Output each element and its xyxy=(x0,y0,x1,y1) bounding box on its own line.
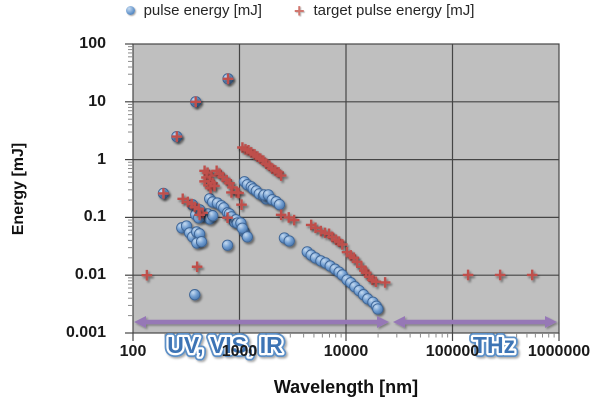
data-point-pulse-energy xyxy=(207,210,219,222)
chart-legend: pulse energy [mJ] + target pulse energy … xyxy=(0,0,600,21)
data-point-target-pulse-energy xyxy=(194,209,205,221)
y-axis-tick-label: 0.01 xyxy=(74,266,106,284)
region-label-uv-vis-ir: UV, VIS, IR UV, VIS, IR UV, VIS, IR xyxy=(163,328,287,362)
data-point-target-pulse-energy xyxy=(222,212,233,223)
data-point-target-pulse-energy xyxy=(462,269,474,281)
data-point-target-pulse-energy xyxy=(359,265,370,276)
data-point-pulse-energy xyxy=(241,231,254,243)
y-axis-tick-label: 100 xyxy=(79,35,106,52)
x-axis-tick-label: 10000 xyxy=(323,343,369,360)
spectrum-arrow-thz xyxy=(393,316,557,328)
data-point-target-pulse-energy xyxy=(275,209,287,221)
data-point-target-pulse-energy xyxy=(141,269,153,281)
data-point-target-pulse-energy xyxy=(370,276,382,288)
y-axis-tick-label: 0.001 xyxy=(65,324,106,341)
data-point-target-pulse-energy xyxy=(236,199,247,210)
svg-text:UV, VIS, IR: UV, VIS, IR xyxy=(167,332,283,358)
data-points xyxy=(141,73,538,315)
svg-text:THz: THz xyxy=(473,332,515,358)
data-point-target-pulse-energy xyxy=(222,73,234,85)
data-point-pulse-energy xyxy=(372,303,384,315)
y-axis-title: Energy [mJ] xyxy=(10,142,27,236)
svg-text:UV, VIS, IR: UV, VIS, IR xyxy=(167,332,283,358)
x-axis-tick-label: 1000000 xyxy=(527,343,591,360)
pulse-energy-circle-marker-icon xyxy=(125,6,135,15)
x-axis-tick-label: 100000 xyxy=(425,343,480,360)
y-axis-tick-label: 1 xyxy=(97,150,106,168)
x-axis-tick-label: 100 xyxy=(119,343,147,360)
legend-label-target-pulse-energy: target pulse energy [mJ] xyxy=(313,2,475,19)
data-point-pulse-energy xyxy=(283,235,295,247)
data-point-pulse-energy xyxy=(236,222,248,234)
data-point-pulse-energy xyxy=(273,199,286,211)
data-point-target-pulse-energy xyxy=(288,214,300,226)
data-point-target-pulse-energy xyxy=(310,222,321,234)
x-axis-tick-label: 1000 xyxy=(221,343,258,360)
legend-item-target-pulse-energy: + target pulse energy [mJ] xyxy=(293,0,475,21)
data-point-pulse-energy xyxy=(189,289,201,301)
y-axis-tick-label: 0.1 xyxy=(83,208,106,226)
data-point-target-pulse-energy xyxy=(190,96,202,108)
data-point-target-pulse-energy xyxy=(209,180,220,192)
data-point-pulse-energy xyxy=(195,236,208,248)
region-label-thz: THz THz THz xyxy=(469,328,519,362)
axis-tick-marks xyxy=(125,43,560,341)
spectrum-arrow-uv-vis-ir xyxy=(134,316,389,328)
data-point-target-pulse-energy xyxy=(158,188,169,199)
data-point-target-pulse-energy xyxy=(336,239,348,250)
x-axis-title: Wavelength [nm] xyxy=(273,377,419,397)
data-point-pulse-energy xyxy=(221,239,234,251)
y-axis-tick-label: 10 xyxy=(88,92,106,110)
data-point-target-pulse-energy xyxy=(526,269,538,281)
legend-label-pulse-energy: pulse energy [mJ] xyxy=(143,2,262,19)
svg-text:THz: THz xyxy=(473,332,515,358)
data-point-target-pulse-energy xyxy=(494,269,506,281)
data-point-target-pulse-energy xyxy=(233,187,244,199)
legend-item-pulse-energy: pulse energy [mJ] xyxy=(125,2,262,19)
data-point-target-pulse-energy xyxy=(283,212,295,223)
data-point-target-pulse-energy xyxy=(275,170,287,181)
target-pulse-energy-plus-marker-icon: + xyxy=(293,0,305,21)
data-point-target-pulse-energy xyxy=(191,261,203,273)
svg-text:THz: THz xyxy=(473,332,515,358)
data-point-target-pulse-energy xyxy=(379,277,391,288)
data-point-target-pulse-energy xyxy=(171,131,183,142)
svg-text:UV, VIS, IR: UV, VIS, IR xyxy=(167,332,283,358)
